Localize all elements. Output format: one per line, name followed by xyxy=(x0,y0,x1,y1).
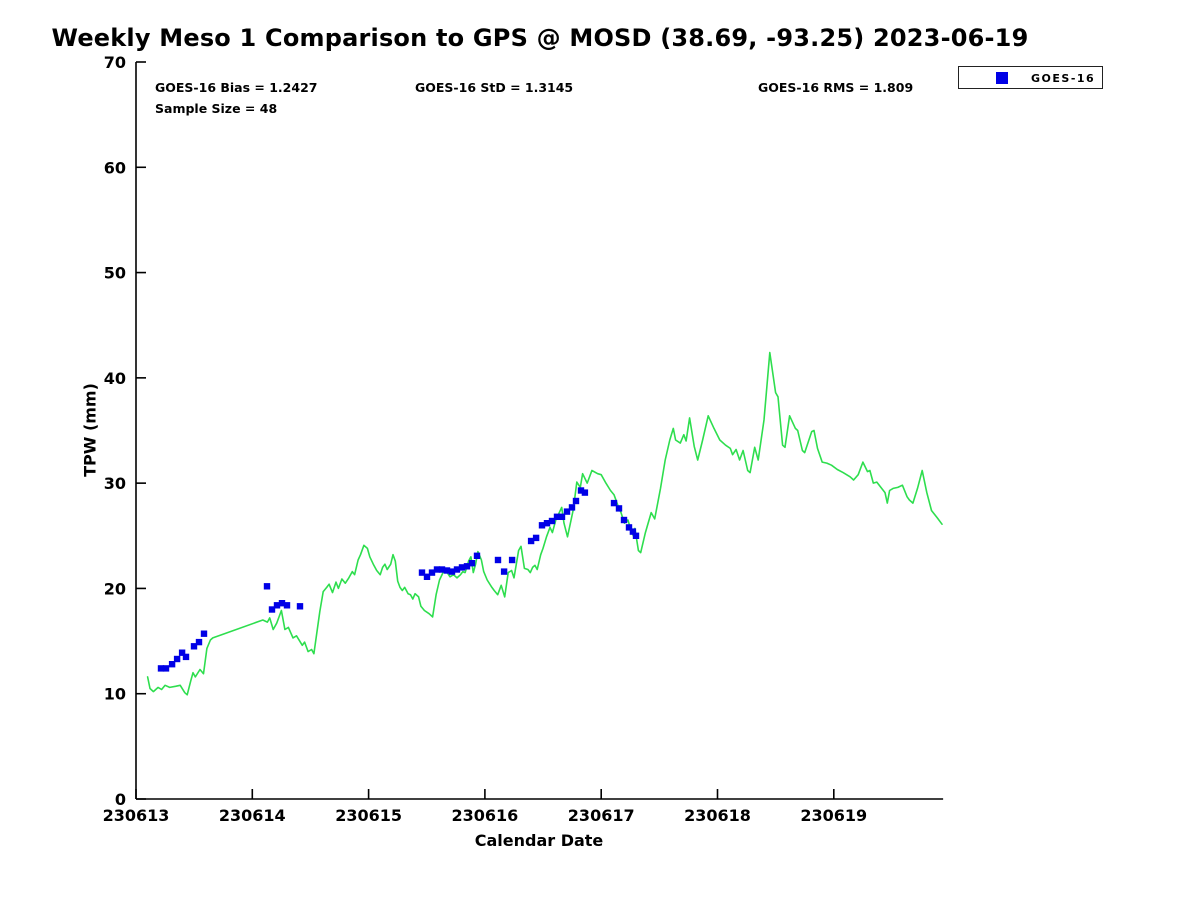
goes16-data-marker xyxy=(458,564,466,571)
goes16-data-marker xyxy=(610,499,618,507)
x-tick-label: 230616 xyxy=(452,806,519,825)
goes16-data-marker xyxy=(527,537,535,545)
chart-title: Weekly Meso 1 Comparison to GPS @ MOSD (… xyxy=(51,24,1029,52)
goes16-data-marker xyxy=(538,522,546,529)
y-tick-label: 0 xyxy=(115,790,126,809)
goes16-data-marker xyxy=(568,504,576,511)
goes16-data-marker xyxy=(553,513,561,520)
goes16-data-marker xyxy=(190,643,198,650)
stat-rms: GOES-16 RMS = 1.809 xyxy=(758,80,914,95)
goes16-data-marker xyxy=(283,602,291,609)
goes16-data-marker xyxy=(494,556,502,564)
y-tick-label: 60 xyxy=(104,158,126,177)
goes16-data-marker xyxy=(433,566,441,573)
goes16-data-marker xyxy=(182,653,190,661)
goes16-data-marker xyxy=(173,655,181,663)
goes16-legend-marker-icon xyxy=(996,71,1008,84)
goes16-data-marker xyxy=(572,497,580,505)
x-tick-label: 230614 xyxy=(219,806,286,825)
y-axis-label: TPW (mm) xyxy=(80,383,100,477)
goes16-data-marker xyxy=(268,606,276,613)
y-tick-label: 10 xyxy=(104,685,126,704)
gps-line-series xyxy=(146,351,943,696)
x-tick-label: 230618 xyxy=(684,806,751,825)
y-tick-label: 30 xyxy=(104,474,126,493)
x-axis-label: Calendar Date xyxy=(474,831,604,850)
goes16-data-marker xyxy=(615,505,623,512)
y-tick-label: 50 xyxy=(104,264,126,283)
goes16-data-marker xyxy=(532,534,540,542)
legend-label-goes16: GOES-16 xyxy=(1031,72,1096,85)
goes16-data-marker xyxy=(463,563,471,570)
y-tick-label: 40 xyxy=(104,369,126,388)
goes16-data-marker xyxy=(558,513,566,520)
goes16-data-marker xyxy=(428,569,436,576)
x-tick-label: 230613 xyxy=(103,806,170,825)
goes16-data-marker xyxy=(620,516,628,524)
goes16-data-marker xyxy=(577,487,585,494)
goes16-data-marker xyxy=(508,556,516,564)
goes16-data-marker xyxy=(629,528,637,535)
stat-std: GOES-16 StD = 1.3145 xyxy=(415,80,574,95)
goes16-data-marker xyxy=(157,665,165,672)
goes16-data-marker xyxy=(296,603,304,610)
goes16-data-marker xyxy=(168,661,176,668)
goes16-data-marker xyxy=(443,567,451,574)
goes16-data-marker xyxy=(200,630,208,637)
goes16-data-marker xyxy=(632,532,640,539)
goes16-data-marker xyxy=(178,649,186,656)
goes16-data-marker xyxy=(278,600,286,607)
goes16-data-marker xyxy=(473,552,481,559)
stat-sample-size: Sample Size = 48 xyxy=(155,101,278,116)
x-tick-label: 230619 xyxy=(800,806,867,825)
stat-bias: GOES-16 Bias = 1.2427 xyxy=(155,80,318,95)
goes16-data-marker xyxy=(548,517,556,525)
goes16-data-marker xyxy=(453,566,461,573)
goes16-data-marker xyxy=(625,524,633,531)
goes16-data-marker xyxy=(263,583,271,590)
goes16-data-marker xyxy=(418,569,426,576)
legend-box: GOES-16 xyxy=(958,66,1103,89)
goes16-data-marker xyxy=(563,508,571,515)
goes16-data-marker xyxy=(448,568,456,575)
goes16-data-marker xyxy=(195,638,203,646)
x-tick-label: 230617 xyxy=(568,806,635,825)
goes16-data-marker xyxy=(438,566,446,573)
goes16-data-marker xyxy=(543,520,551,527)
goes16-data-marker xyxy=(468,560,476,567)
goes16-data-marker xyxy=(423,573,431,580)
x-tick-label: 230615 xyxy=(335,806,402,825)
goes16-data-marker xyxy=(273,602,281,609)
goes16-data-marker xyxy=(500,568,508,575)
goes16-data-marker xyxy=(581,489,589,496)
goes16-data-marker xyxy=(162,665,170,672)
y-tick-label: 20 xyxy=(104,579,126,598)
y-tick-label: 70 xyxy=(104,53,126,72)
